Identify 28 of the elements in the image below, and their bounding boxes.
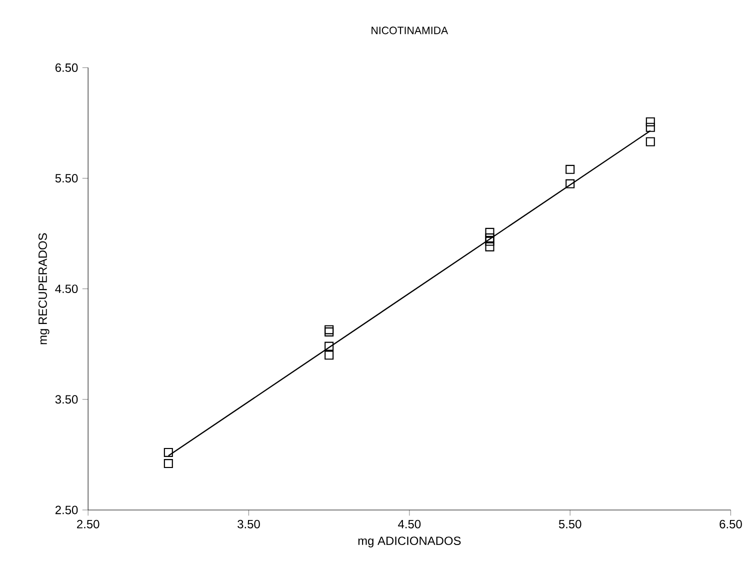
- x-tick-label: 3.50: [238, 520, 260, 528]
- y-tick-label: 2.50: [55, 506, 78, 514]
- chart-title: NICOTINAMIDA: [372, 26, 448, 34]
- point: [485, 242, 494, 252]
- point: [324, 342, 334, 351]
- point: [646, 117, 655, 126]
- y-tick-label: 3.50: [55, 395, 78, 404]
- x-tick-label: 2.50: [77, 520, 100, 528]
- point: [324, 327, 334, 336]
- point: [646, 137, 655, 146]
- x-tick-label: 5.50: [558, 520, 582, 528]
- point: [324, 350, 334, 360]
- point: [566, 179, 575, 188]
- x-axis-title: mg ADICIONADOS: [358, 536, 461, 548]
- point: [324, 325, 334, 334]
- point: [566, 164, 575, 174]
- point: [164, 448, 173, 457]
- point: [164, 459, 173, 468]
- y-tick-label: 5.50: [55, 174, 78, 182]
- point: [646, 122, 655, 132]
- x-tick-label: 6.50: [720, 520, 742, 528]
- point: [485, 228, 494, 237]
- x-tick-label: 4.50: [398, 520, 421, 528]
- point: [485, 233, 494, 242]
- y-axis-title: mg RECUPERADOS: [38, 233, 50, 344]
- point: [485, 236, 494, 246]
- y-tick-label: 4.50: [55, 284, 78, 294]
- y-tick-label: 6.50: [55, 63, 78, 72]
